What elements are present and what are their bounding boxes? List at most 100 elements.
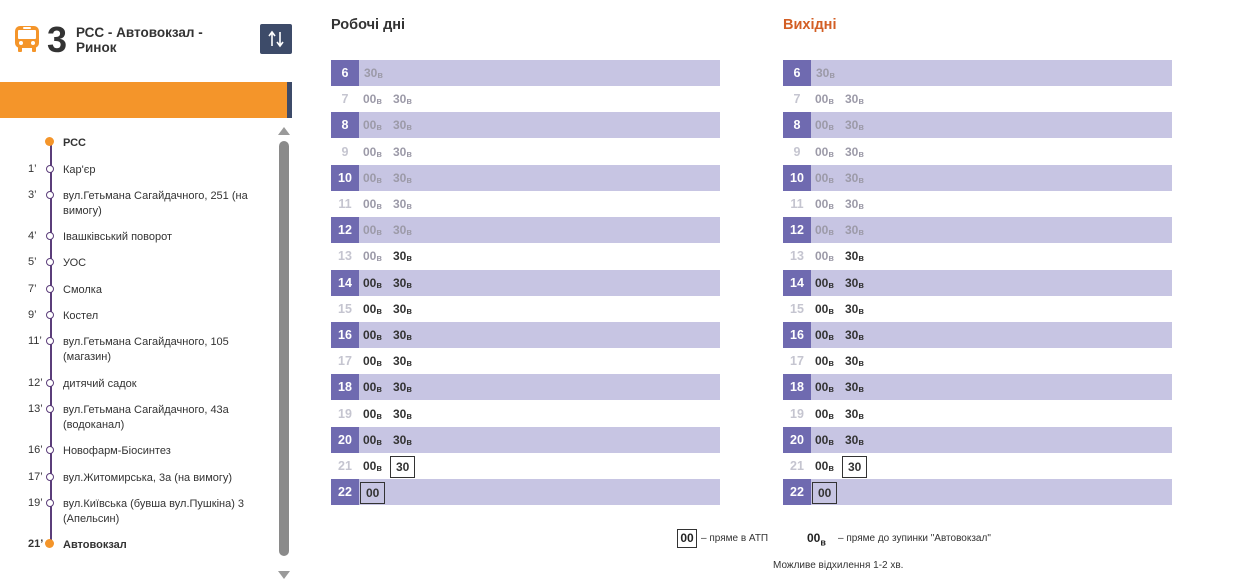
hour-cell: 9 [331, 138, 359, 165]
minute-value: 00 [815, 249, 829, 264]
departure-minute: 00в [363, 217, 382, 243]
departure-minute: 00в [363, 296, 382, 322]
minute-value: 00 [363, 354, 377, 369]
departure-minute: 00в [815, 401, 834, 427]
minute-suffix: в [828, 174, 834, 185]
departure-minute: 30в [845, 296, 864, 322]
hour-cell: 19 [331, 400, 359, 427]
stop-marker-icon [46, 258, 54, 266]
swap-direction-icon [268, 30, 284, 48]
departure-minute: 00 [360, 482, 386, 505]
minute-value: 30 [393, 197, 407, 211]
hour-cell: 7 [331, 86, 359, 113]
minute-value: 00 [363, 92, 377, 107]
swap-direction-button[interactable] [260, 24, 292, 54]
stop-marker-icon [46, 473, 54, 481]
minute-value: 30 [848, 460, 862, 474]
schedule-row: 14 00в 30в [331, 269, 720, 296]
schedule-row: 20 00в 30в [783, 426, 1172, 453]
legend-boxed-sample: 00 [677, 529, 697, 548]
minute-suffix: в [376, 332, 382, 342]
departure-minute: 00в [815, 217, 834, 243]
minute-suffix: в [828, 148, 834, 159]
hour-cell: 11 [331, 191, 359, 217]
minute-suffix: в [828, 410, 834, 421]
hour-cell: 12 [783, 217, 811, 244]
departure-minute: 30 [842, 456, 868, 478]
departure-minute: 30в [364, 60, 383, 86]
minute-value: 30 [845, 328, 859, 342]
departure-minute: 00в [815, 374, 834, 400]
departure-minute: 30в [393, 348, 412, 374]
departure-minute: 00в [815, 427, 834, 453]
departure-minute: 00в [815, 86, 834, 112]
schedule-row: 8 00в 30в [783, 112, 1172, 139]
departure-minute: 00 [812, 482, 838, 505]
scroll-down-arrow-icon[interactable] [278, 571, 290, 579]
scroll-up-arrow-icon[interactable] [278, 127, 290, 135]
schedule-row: 17 00в 30в [783, 348, 1172, 375]
minute-value: 00 [815, 275, 829, 290]
departure-minute: 30в [816, 60, 835, 86]
scrollbar[interactable] [279, 141, 289, 556]
minute-suffix: в [858, 358, 864, 369]
stop-marker-icon [45, 539, 54, 548]
hour-cell: 6 [783, 60, 811, 86]
schedule-row: 6 30в [783, 60, 1172, 86]
minute-suffix: в [829, 70, 835, 80]
departure-minute: 30в [393, 401, 412, 427]
departure-minute: 30в [393, 374, 412, 400]
schedule-row: 17 00в 30в [331, 348, 720, 375]
stop-marker-icon [46, 165, 54, 173]
minute-value: 30 [393, 380, 407, 395]
departure-minute: 00в [363, 112, 382, 138]
hour-cell: 22 [783, 479, 811, 506]
departure-minute: 30 [390, 456, 416, 478]
minute-value: 00 [815, 432, 829, 447]
minute-value: 00 [815, 118, 829, 133]
departure-minute: 00в [363, 401, 382, 427]
weekends-title: Вихідні [783, 17, 837, 33]
minute-value: 30 [393, 92, 407, 107]
minute-value: 00 [363, 380, 377, 395]
minute-suffix: в [376, 384, 382, 395]
minute-value: 00 [815, 197, 829, 211]
minute-suffix: в [858, 384, 864, 395]
schedule-row: 15 00в 30в [331, 295, 720, 322]
hour-cell: 18 [783, 374, 811, 401]
hour-cell: 13 [331, 243, 359, 270]
minute-value: 30 [845, 197, 859, 211]
stop-marker-icon [45, 137, 54, 146]
stop-travel-time: 5’ [28, 256, 37, 268]
weekdays-title: Робочі дні [331, 17, 406, 33]
hour-cell: 16 [331, 322, 359, 348]
schedule-row: 14 00в 30в [783, 269, 1172, 296]
minute-suffix: в [858, 122, 864, 133]
minute-value: 30 [845, 406, 859, 421]
route-direction-bar-edge [287, 82, 292, 118]
minute-value: 30 [845, 249, 859, 264]
hour-cell: 7 [783, 86, 811, 113]
hour-cell: 10 [783, 164, 811, 191]
hour-cell: 8 [783, 112, 811, 139]
hour-cell: 20 [783, 426, 811, 453]
schedule-row: 16 00в 30в [331, 322, 720, 348]
departure-minute: 00в [363, 270, 382, 296]
schedule-row: 10 00в 30в [331, 164, 720, 191]
stop-name: дитячий садок [63, 378, 137, 390]
departure-minute: 00в [815, 296, 834, 322]
minute-value: 30 [393, 301, 407, 316]
minute-suffix: в [858, 96, 864, 107]
minute-suffix: в [858, 253, 864, 264]
minute-value: 00 [363, 432, 377, 447]
stop-travel-time: 7’ [28, 283, 37, 295]
minute-suffix: в [828, 96, 834, 107]
minute-suffix: в [376, 410, 382, 421]
minute-suffix: в [406, 253, 412, 264]
minute-suffix: в [406, 332, 412, 342]
minute-value: 30 [845, 354, 859, 369]
minute-suffix: в [858, 332, 864, 342]
minute-suffix: в [376, 148, 382, 159]
minute-value: 30 [845, 118, 859, 133]
minute-value: 30 [845, 92, 859, 107]
